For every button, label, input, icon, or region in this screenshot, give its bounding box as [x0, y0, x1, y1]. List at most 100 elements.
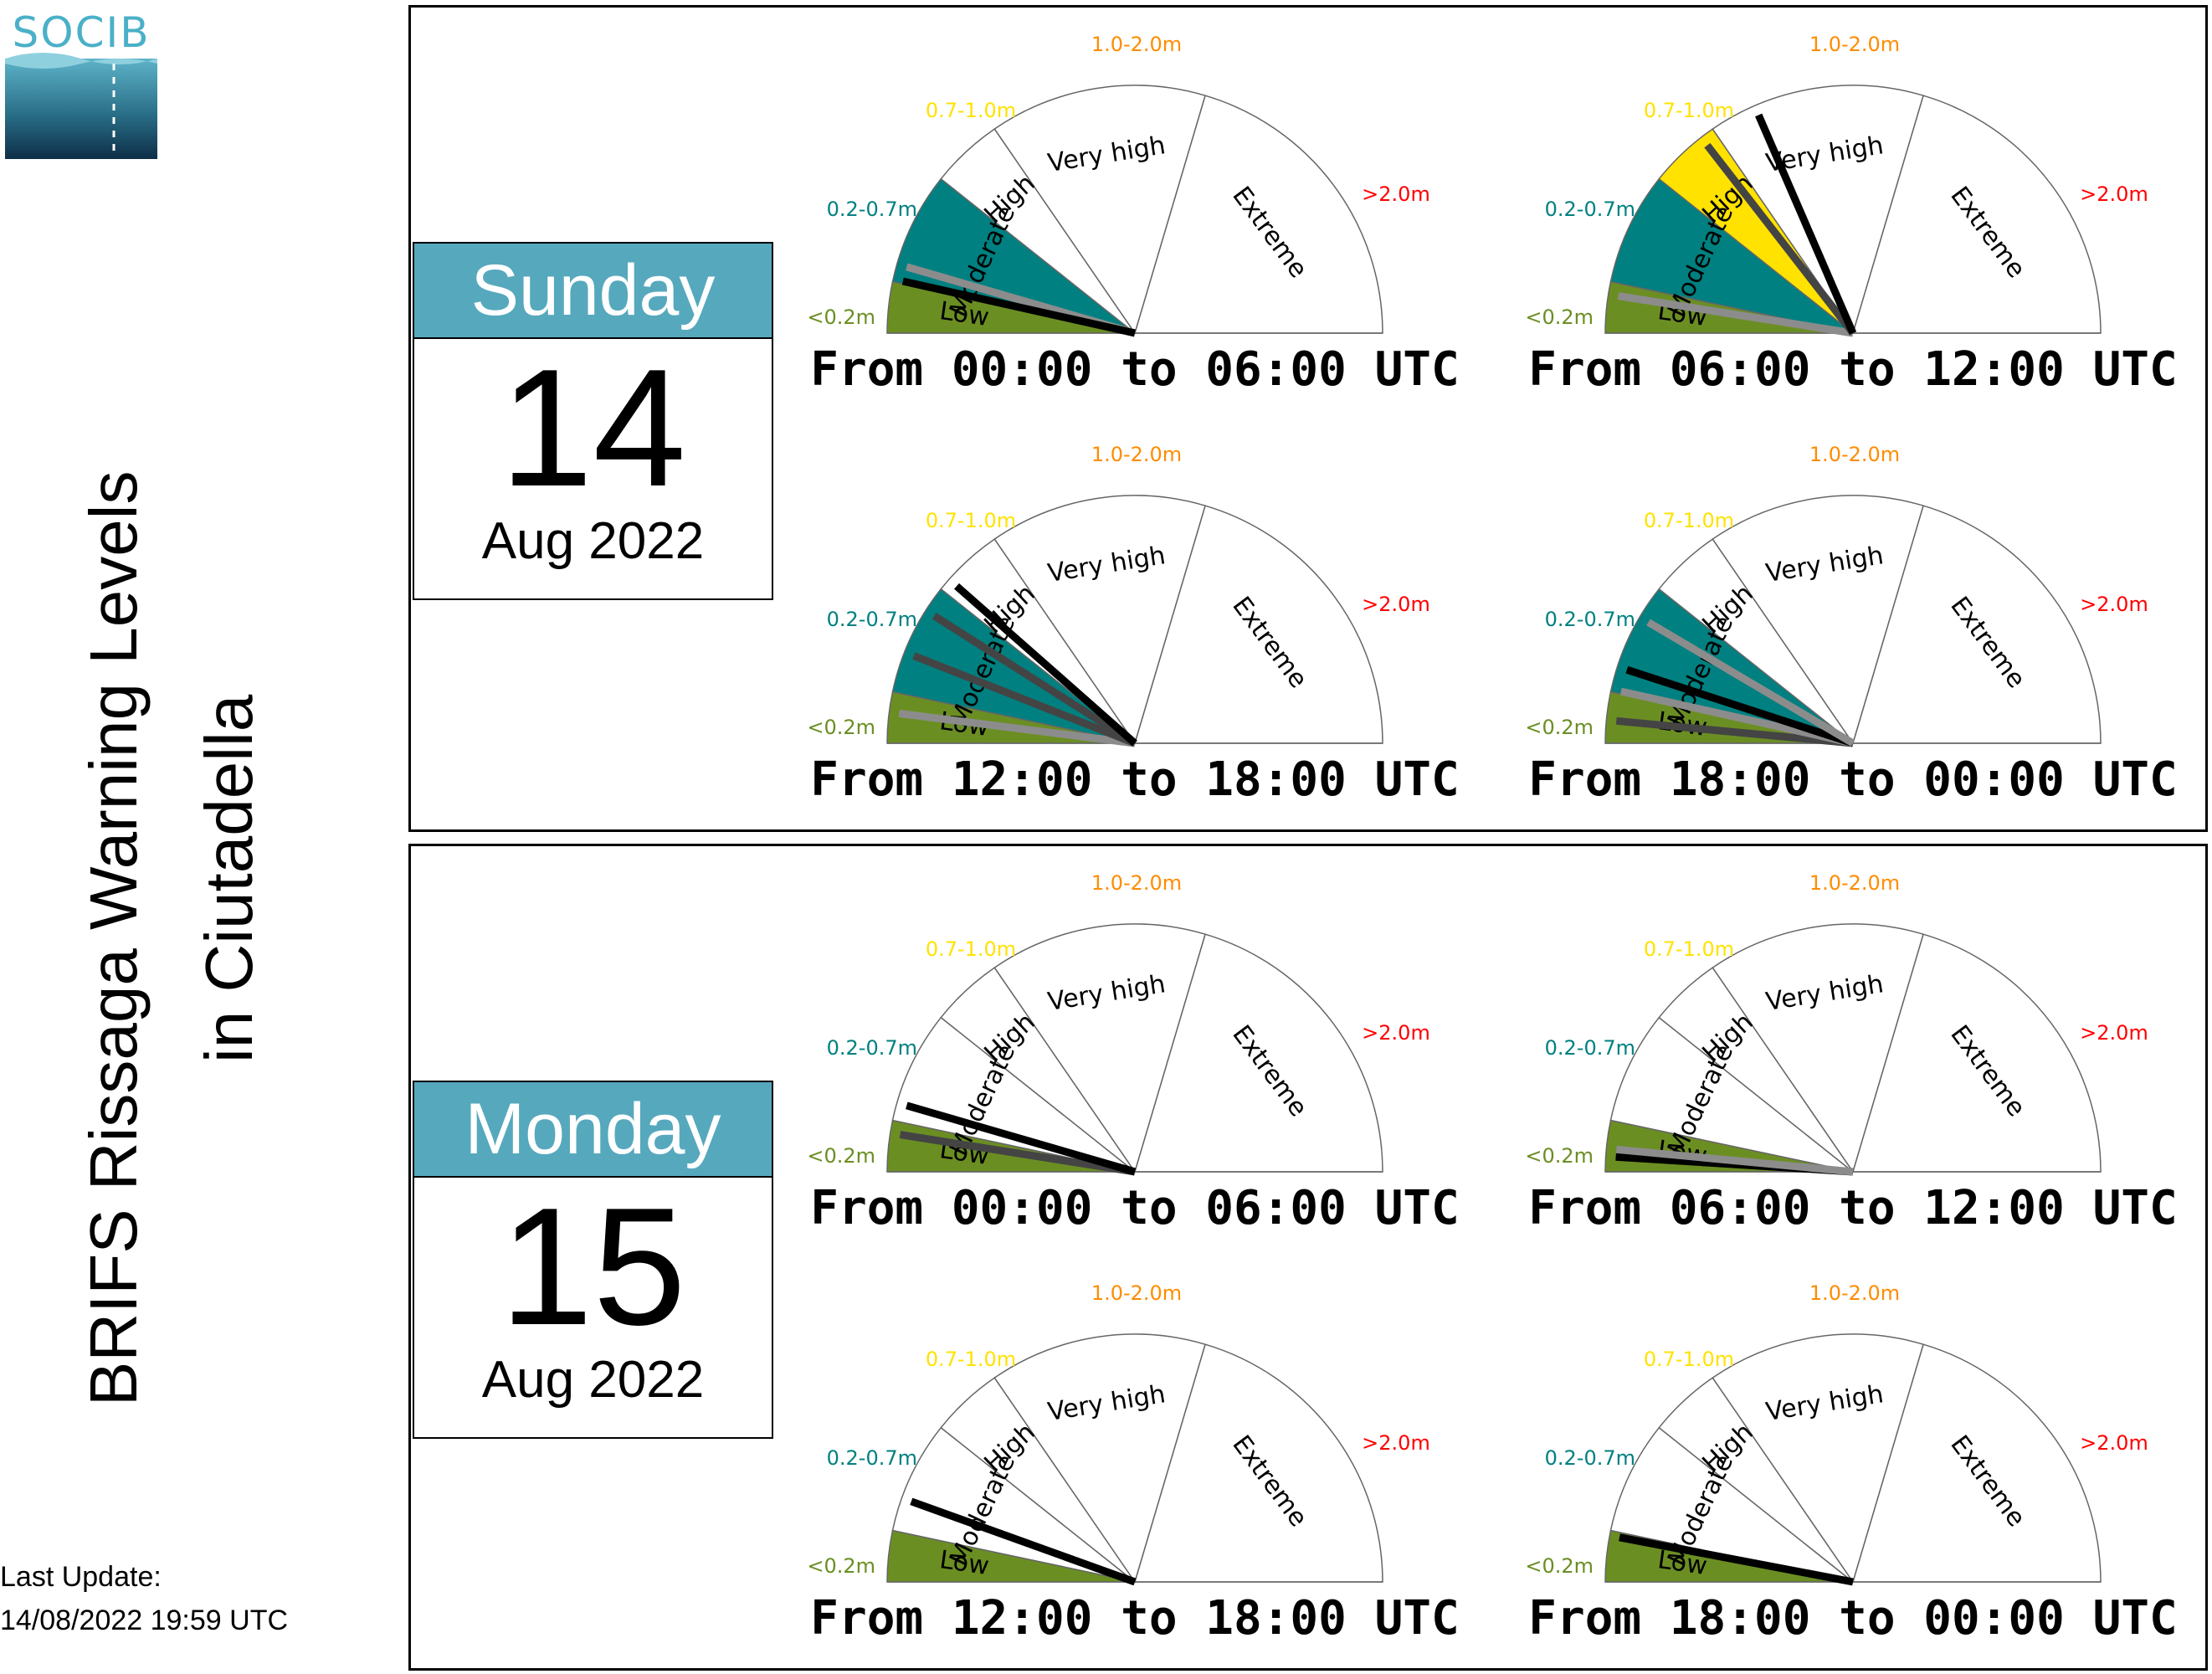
gauge-range-label: >2.0m: [2080, 593, 2148, 616]
gauge-needle: [910, 1497, 1137, 1586]
gauge-range-label: 0.2-0.7m: [1545, 608, 1635, 631]
gauge-sector-moderate: [891, 177, 1136, 334]
calendar-card: Monday 15 Aug 2022: [413, 1081, 773, 1439]
gauge-needle: [1619, 1533, 1854, 1586]
gauge-sector-extreme: [1851, 933, 2102, 1173]
gauge-range-label: <0.2m: [807, 1144, 875, 1168]
gauge-range-label: 0.2-0.7m: [827, 1446, 917, 1470]
gauge-range-label: 0.7-1.0m: [1644, 99, 1734, 122]
gauge-range-label: >2.0m: [1362, 1431, 1430, 1455]
gauge-needle: [1625, 665, 1855, 747]
gauge-sector-extreme: [1133, 933, 1383, 1173]
gauge-range-label: >2.0m: [2080, 182, 2148, 206]
gauge-range-label: 0.7-1.0m: [1644, 509, 1734, 532]
gauge-sector-moderate: [891, 1016, 1136, 1173]
gauge-range-label: 0.2-0.7m: [827, 198, 917, 221]
gauge-range-label: <0.2m: [1525, 1144, 1594, 1168]
gauge-range-label: >2.0m: [2080, 1021, 2148, 1045]
page-title-line-2: in Ciutadella: [192, 694, 266, 1063]
gauge-range-label: <0.2m: [807, 306, 875, 329]
gauge-period-title: From 00:00 to 06:00 UTC: [810, 342, 1459, 397]
gauge-period-title: From 18:00 to 00:00 UTC: [1528, 1591, 2177, 1646]
day-panel-sunday: Sunday 14 Aug 2022: [408, 5, 2208, 832]
gauge-period-title: From 18:00 to 00:00 UTC: [1528, 752, 2177, 807]
gauge-sector-moderate: [1609, 177, 1854, 334]
calendar-weekday: Sunday: [414, 244, 772, 339]
gauge-needle: [899, 1131, 1136, 1176]
gauge-sector-extreme: [1851, 95, 2102, 334]
gauge-range-label: 1.0-2.0m: [1809, 871, 1900, 895]
day-panel-monday: Monday 15 Aug 2022: [408, 844, 2208, 1671]
gauge-range-label: >2.0m: [2080, 1431, 2148, 1455]
gauge-needle: [906, 1101, 1137, 1176]
gauge-range-label: <0.2m: [807, 1554, 875, 1578]
logo-text: SOCIB: [12, 8, 150, 57]
gauge-range-label: <0.2m: [1525, 716, 1594, 739]
gauge-range-label: >2.0m: [1362, 182, 1430, 206]
gauge-sector-moderate: [1609, 1016, 1854, 1173]
gauge-sector-extreme: [1133, 505, 1383, 744]
calendar-month-year: Aug 2022: [481, 1351, 705, 1409]
gauge-period-title: From 00:00 to 06:00 UTC: [810, 1181, 1459, 1235]
gauge-range-label: 1.0-2.0m: [1091, 871, 1182, 895]
gauge-needle: [954, 583, 1137, 747]
gauge-range-label: 1.0-2.0m: [1091, 443, 1182, 466]
gauge-range-label: 0.7-1.0m: [926, 937, 1016, 961]
last-update: Last Update: 14/08/2022 19:59 UTC: [0, 1555, 288, 1642]
page-title-line-1: BRIFS Rissaga Warning Levels: [76, 470, 151, 1406]
gauge-period-title: From 12:00 to 18:00 UTC: [810, 1591, 1459, 1646]
gauge-level-label: Low: [938, 1545, 991, 1581]
gauge-range-label: 1.0-2.0m: [1091, 33, 1182, 56]
gauge-needle: [1615, 1145, 1854, 1176]
gauge-range-label: <0.2m: [1525, 1554, 1594, 1578]
gauge-range-label: >2.0m: [1362, 593, 1430, 616]
gauge-sector-moderate: [1609, 1426, 1854, 1583]
gauge-range-label: 0.2-0.7m: [827, 608, 917, 631]
gauge-needle: [901, 277, 1136, 337]
gauge-needle: [1615, 716, 1854, 747]
calendar-weekday: Monday: [414, 1082, 772, 1178]
gauge-range-label: 0.7-1.0m: [1644, 937, 1734, 961]
gauge-range-label: 1.0-2.0m: [1809, 443, 1900, 466]
gauge-sector-moderate: [891, 1426, 1136, 1583]
gauge-needle: [932, 613, 1137, 747]
gauge-range-label: 0.2-0.7m: [827, 1036, 917, 1060]
calendar-card: Sunday 14 Aug 2022: [413, 242, 773, 600]
gauge-range-label: 0.2-0.7m: [1545, 198, 1635, 221]
gauge-sector-extreme: [1851, 505, 2102, 744]
gauge-sector-extreme: [1133, 95, 1383, 334]
calendar-day-number: 15: [500, 1173, 686, 1360]
gauge-range-label: 0.7-1.0m: [926, 509, 1016, 532]
gauge-period-title: From 12:00 to 18:00 UTC: [810, 752, 1459, 807]
calendar-day-number: 14: [500, 335, 686, 521]
gauge-needle: [898, 709, 1136, 747]
last-update-label: Last Update:: [0, 1561, 162, 1593]
gauge-range-label: 0.7-1.0m: [926, 99, 1016, 122]
gauge-period-title: From 06:00 to 12:00 UTC: [1528, 342, 2177, 397]
gauge-sector-extreme: [1133, 1343, 1383, 1583]
socib-logo: SOCIB: [5, 8, 157, 159]
gauge-sector-extreme: [1851, 1343, 2102, 1583]
gauge-needle: [912, 652, 1137, 747]
gauge-range-label: 0.2-0.7m: [1545, 1036, 1635, 1060]
gauge-period-title: From 06:00 to 12:00 UTC: [1528, 1181, 2177, 1235]
gauge-range-label: <0.2m: [1525, 306, 1594, 329]
calendar-month-year: Aug 2022: [481, 512, 705, 570]
gauge-needle: [1646, 619, 1855, 747]
gauge-range-label: 1.0-2.0m: [1809, 1281, 1900, 1305]
gauge-range-label: 0.2-0.7m: [1545, 1446, 1635, 1470]
gauge-range-label: <0.2m: [807, 716, 875, 739]
gauge-range-label: 0.7-1.0m: [1644, 1348, 1734, 1371]
gauge-needle: [1617, 292, 1854, 337]
page-title: BRIFS Rissaga Warning Levels in Ciutadel…: [0, 0, 266, 1406]
gauge-range-label: 0.7-1.0m: [926, 1348, 1016, 1371]
gauge-needle: [1755, 113, 1857, 335]
gauge-needle: [1704, 142, 1856, 336]
